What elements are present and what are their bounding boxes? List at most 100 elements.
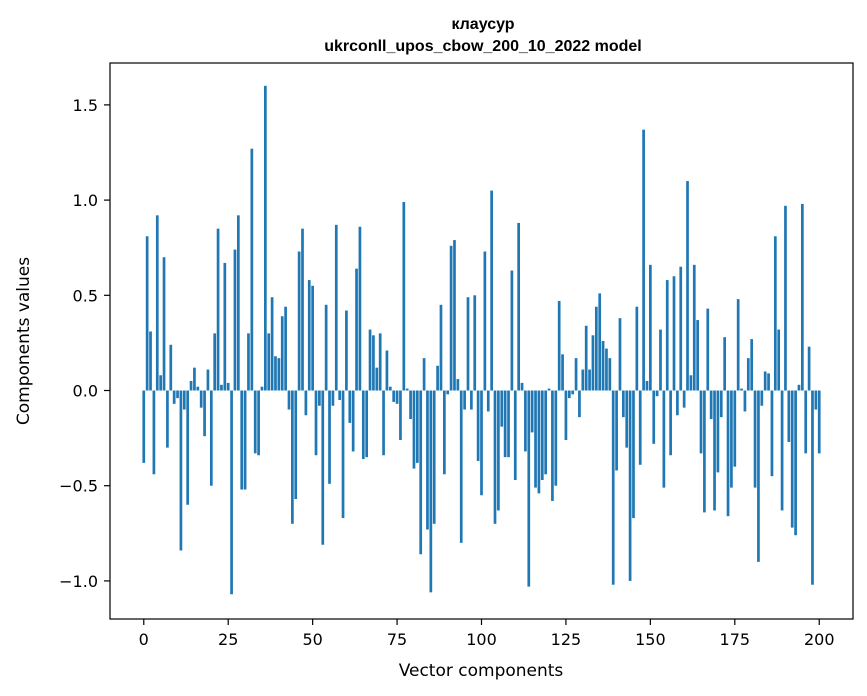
bar [152, 390, 156, 475]
x-tick-label: 0 [139, 630, 149, 649]
bar [314, 390, 318, 456]
bar [588, 369, 591, 391]
bar [807, 346, 811, 391]
bar [446, 390, 450, 395]
x-tick-label: 100 [466, 630, 497, 649]
bar [642, 129, 645, 391]
bar [794, 390, 797, 536]
bar [557, 301, 561, 391]
bar [723, 337, 727, 391]
bar [659, 329, 662, 391]
bar [750, 339, 754, 391]
bar [338, 390, 342, 401]
bar [392, 390, 396, 402]
bar [294, 390, 298, 500]
bar [348, 390, 352, 423]
bar [598, 293, 602, 391]
bar [605, 348, 608, 391]
bar [578, 390, 581, 418]
bar [811, 390, 814, 585]
bar [534, 390, 537, 488]
bar [625, 390, 629, 448]
bar [216, 228, 220, 391]
bar [513, 390, 517, 480]
bar [301, 228, 304, 391]
y-axis: −1.0 −0.5 0.0 0.5 1.0 1.5 [59, 96, 110, 591]
bar [473, 295, 477, 391]
bar [713, 390, 716, 511]
bar [159, 375, 163, 391]
bar [770, 390, 774, 477]
bar [179, 390, 183, 551]
bar [672, 276, 676, 391]
bar [456, 379, 460, 391]
bar [176, 390, 179, 399]
bar [561, 354, 564, 391]
chart-subtitle: ukrconll_upos_cbow_200_10_2022 model [324, 38, 641, 55]
bar [767, 373, 770, 391]
bar [497, 390, 500, 511]
bar [243, 390, 247, 490]
bar [345, 310, 348, 391]
bar [334, 224, 338, 391]
bar [297, 251, 301, 391]
bar [264, 85, 267, 391]
bar [520, 382, 524, 391]
bar [213, 333, 217, 391]
bar [226, 382, 230, 391]
bar [763, 371, 767, 391]
bar [777, 329, 781, 391]
bar [206, 369, 210, 391]
bar [686, 181, 689, 391]
bar [236, 215, 240, 391]
bar [341, 390, 345, 519]
bar [291, 390, 294, 524]
bar [790, 390, 794, 528]
bar [203, 390, 206, 437]
x-tick-label: 25 [218, 630, 238, 649]
bar [284, 306, 287, 391]
bar [240, 390, 244, 490]
bar [632, 390, 635, 519]
bar [486, 390, 490, 412]
bar [304, 390, 308, 416]
bar [277, 358, 281, 391]
bar [432, 390, 436, 524]
bar [361, 390, 365, 460]
bar [544, 390, 548, 475]
bar [601, 341, 605, 391]
bar [324, 304, 328, 391]
bar [743, 390, 747, 412]
bar [800, 203, 804, 391]
bar [318, 390, 321, 406]
y-tick-label: −0.5 [59, 477, 98, 496]
bar [385, 350, 389, 391]
bar [307, 280, 311, 391]
bar [787, 390, 791, 442]
bar [716, 390, 720, 473]
bar [480, 390, 483, 496]
bar [493, 390, 497, 524]
bar [351, 390, 355, 452]
bar [730, 390, 733, 488]
bar [503, 390, 507, 458]
bar [571, 390, 575, 395]
bar [649, 264, 652, 391]
bar [733, 390, 737, 467]
bar [709, 390, 713, 420]
bar [419, 390, 423, 555]
bar [584, 325, 588, 391]
bar [459, 390, 463, 543]
bar [463, 390, 466, 410]
y-tick-label: 1.5 [73, 96, 98, 115]
bar [655, 390, 659, 397]
bar [679, 266, 683, 391]
bar [328, 390, 331, 484]
bar [591, 335, 595, 391]
bar [355, 268, 358, 391]
bar [280, 316, 284, 391]
bar [696, 320, 699, 391]
bar [331, 390, 335, 406]
bar [372, 335, 375, 391]
bar [682, 390, 686, 408]
